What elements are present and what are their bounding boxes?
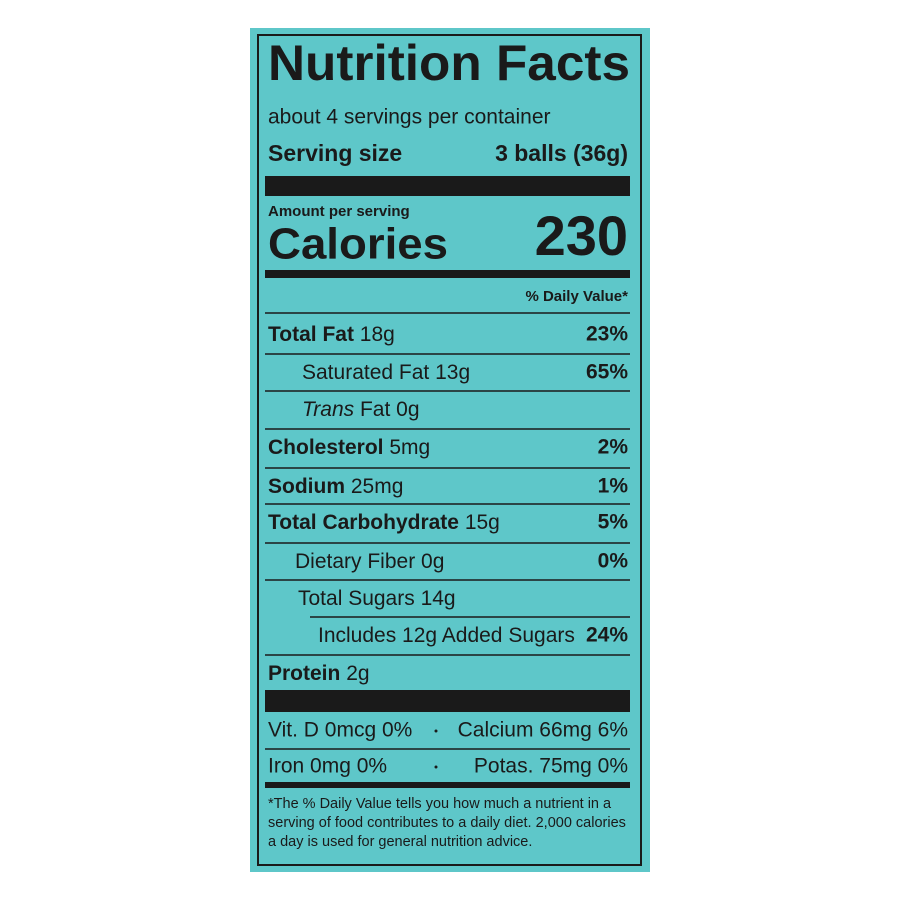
dv-header: % Daily Value* bbox=[525, 288, 628, 305]
daily-value: 24% bbox=[586, 624, 628, 647]
daily-value: 23% bbox=[586, 323, 628, 346]
footnote: *The % Daily Value tells you how much a … bbox=[268, 796, 626, 850]
nutrient-name: Saturated Fat bbox=[302, 361, 429, 384]
nutrient-name: Protein bbox=[268, 662, 340, 685]
footnote-box: *The % Daily Value tells you how much a … bbox=[268, 796, 626, 850]
nutrient: Total Sugars 14g bbox=[298, 587, 456, 610]
nutrient-amount: 14g bbox=[421, 587, 456, 610]
nutrient-amount: 18g bbox=[360, 323, 395, 346]
nutrient-amount: 15g bbox=[465, 511, 500, 534]
nutrient-prefix: Trans bbox=[302, 398, 355, 421]
nutrient-name: Total Fat bbox=[268, 323, 354, 346]
separator-dot bbox=[434, 765, 438, 769]
servings: about 4 servings per container bbox=[268, 106, 551, 129]
nutrient-name: Dietary Fiber bbox=[295, 550, 415, 573]
nutrient-name: Includes 12g Added Sugars bbox=[318, 624, 575, 647]
vitamin: Vit. D 0mcg 0% bbox=[268, 719, 412, 742]
serving-size-label: Serving size bbox=[268, 140, 402, 166]
vitamin: Potas. 75mg 0% bbox=[474, 755, 628, 778]
thick-rule bbox=[265, 690, 630, 712]
label-border bbox=[257, 34, 642, 866]
title: Nutrition Facts bbox=[268, 35, 630, 91]
nutrient: Cholesterol 5mg bbox=[268, 436, 430, 459]
nutrient-amount: 5mg bbox=[389, 436, 430, 459]
daily-value: 1% bbox=[598, 475, 629, 498]
nutrient: Dietary Fiber 0g bbox=[295, 550, 444, 573]
nutrient-name: Fat bbox=[360, 398, 391, 421]
nutrient-amount: 0g bbox=[421, 550, 444, 573]
vitamin: Calcium 66mg 6% bbox=[458, 719, 628, 742]
nutrient: Includes 12g Added Sugars bbox=[318, 624, 575, 647]
daily-value: 0% bbox=[598, 550, 629, 573]
daily-value: 2% bbox=[598, 436, 629, 459]
nutrient-amount: 2g bbox=[346, 662, 369, 685]
calories-value: 230 bbox=[535, 204, 628, 267]
medium-rule bbox=[265, 782, 630, 788]
nutrient: Saturated Fat 13g bbox=[302, 361, 470, 384]
nutrient-name: Cholesterol bbox=[268, 436, 384, 459]
thick-rule bbox=[265, 176, 630, 196]
medium-rule bbox=[265, 270, 630, 278]
vitamin: Iron 0mg 0% bbox=[268, 755, 387, 778]
daily-value: 65% bbox=[586, 361, 628, 384]
nutrient-amount: 0g bbox=[396, 398, 419, 421]
nutrient-name: Sodium bbox=[268, 475, 345, 498]
nutrient-amount: 25mg bbox=[351, 475, 404, 498]
calories-label: Calories bbox=[268, 220, 448, 269]
nutrient: Total Carbohydrate 15g bbox=[268, 511, 500, 534]
nutrient: Total Fat 18g bbox=[268, 323, 395, 346]
nutrient: Protein 2g bbox=[268, 662, 370, 685]
daily-value: 5% bbox=[598, 511, 629, 534]
nutrient: Trans Fat 0g bbox=[302, 398, 420, 421]
nutrient-amount: 13g bbox=[435, 361, 470, 384]
nutrient-name: Total Sugars bbox=[298, 587, 415, 610]
separator-dot bbox=[434, 729, 438, 733]
nutrient-name: Total Carbohydrate bbox=[268, 511, 459, 534]
serving-size: 3 balls (36g) bbox=[495, 140, 628, 166]
label-background bbox=[250, 28, 650, 872]
amount-label: Amount per serving bbox=[268, 203, 410, 220]
nutrient: Sodium 25mg bbox=[268, 475, 403, 498]
